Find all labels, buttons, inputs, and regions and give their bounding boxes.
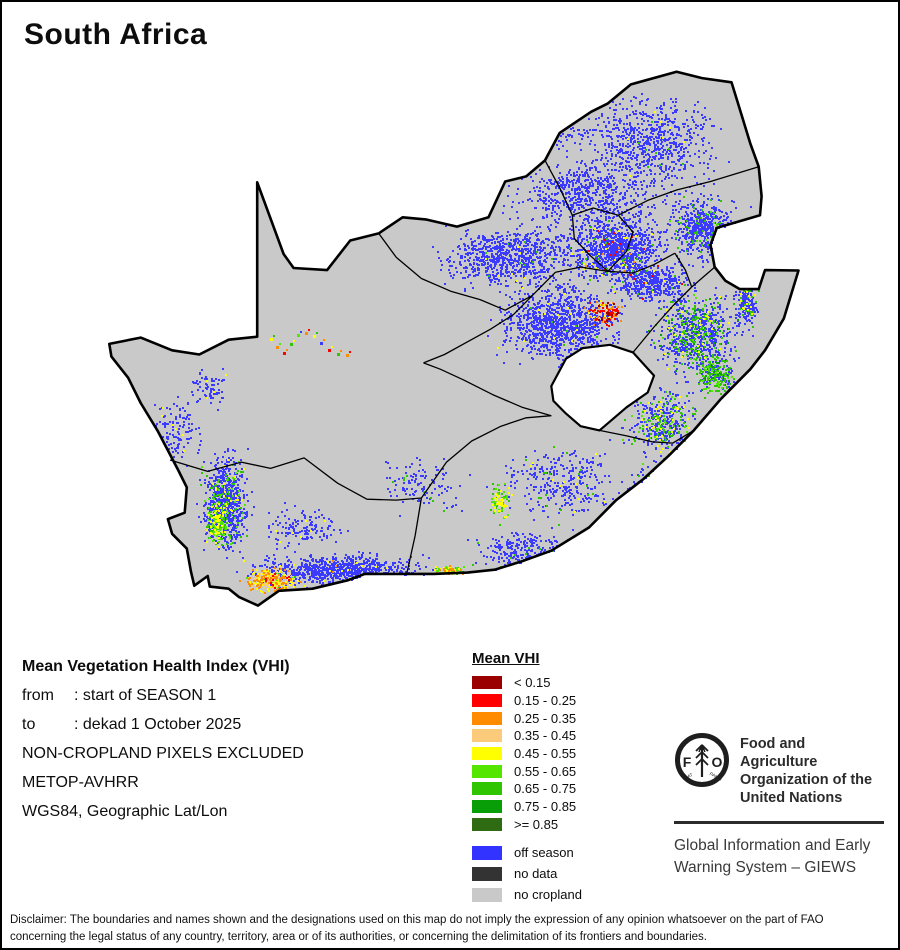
disclaimer-line: Disclaimer: The boundaries and names sho… bbox=[10, 914, 824, 926]
legend-row: 0.35 - 0.45 bbox=[472, 727, 582, 745]
svg-text:O: O bbox=[712, 754, 723, 770]
info-row-value: NON-CROPLAND PIXELS EXCLUDED bbox=[22, 745, 304, 762]
legend-label: no data bbox=[514, 866, 558, 882]
legend-label: 0.55 - 0.65 bbox=[514, 763, 577, 779]
info-title: Mean Vegetation Health Index (VHI) bbox=[22, 658, 290, 675]
info-row-value: WGS84, Geographic Lat/Lon bbox=[22, 803, 228, 820]
page-title: South Africa bbox=[24, 18, 208, 51]
legend-extra-classes: off season no data no cropland bbox=[472, 842, 582, 905]
info-row: NON-CROPLAND PIXELS EXCLUDED bbox=[22, 739, 304, 768]
legend-row: < 0.15 bbox=[472, 674, 582, 692]
legend-label: >= 0.85 bbox=[514, 816, 559, 832]
fao-org-line: Organization of the bbox=[739, 772, 873, 788]
legend-label: < 0.15 bbox=[514, 675, 551, 691]
disclaimer-line: concerning the legal status of any count… bbox=[10, 930, 707, 943]
info-rows: from : start of SEASON 1 to : dekad 1 Octob… bbox=[22, 681, 304, 826]
info-row: METOP-AVHRR bbox=[22, 768, 304, 797]
svg-text:PANIS: PANIS bbox=[709, 771, 723, 782]
legend-label: no cropland bbox=[514, 887, 582, 903]
legend-swatch bbox=[472, 845, 502, 860]
svg-text:F: F bbox=[683, 754, 692, 770]
map-info-block: Mean Vegetation Health Index (VHI) from:… bbox=[22, 652, 304, 826]
info-row-label: from bbox=[22, 687, 54, 704]
legend-title: Mean VHI bbox=[472, 650, 540, 667]
legend-swatch bbox=[472, 782, 502, 796]
legend-row: 0.55 - 0.65 bbox=[472, 762, 582, 780]
legend-label: 0.35 - 0.45 bbox=[514, 728, 577, 744]
legend-swatch bbox=[472, 817, 502, 831]
legend-row: no data bbox=[472, 863, 582, 884]
fao-org-name: Food and Agriculture Organization of the U… bbox=[740, 735, 886, 807]
disclaimer-text: Disclaimer: The boundaries and names sho… bbox=[10, 912, 896, 945]
fao-block: AFOFIATPANIS Food and AgricultureOrganiz… bbox=[674, 732, 886, 879]
giews-line: Global Information and Early bbox=[674, 836, 871, 854]
fao-divider bbox=[674, 821, 884, 824]
info-row-label: to bbox=[22, 716, 36, 733]
info-row: from : start of SEASON 1 bbox=[22, 681, 304, 710]
fao-org-line: United Nations bbox=[739, 790, 843, 806]
svg-text:FIAT: FIAT bbox=[683, 772, 694, 781]
legend-swatch bbox=[472, 764, 502, 778]
legend-swatch bbox=[472, 676, 502, 690]
legend-swatch bbox=[472, 694, 502, 708]
info-row: WGS84, Geographic Lat/Lon bbox=[22, 797, 304, 826]
legend-row: 0.15 - 0.25 bbox=[472, 692, 582, 710]
vhi-legend: Mean VHI < 0.15 0.15 - 0.25 0.25 - 0.35 0.3… bbox=[472, 650, 582, 905]
legend-row: 0.25 - 0.35 bbox=[472, 709, 582, 727]
fao-org-line: Food and Agriculture bbox=[739, 736, 818, 770]
legend-row: off season bbox=[472, 842, 582, 863]
info-row-value: : dekad 1 October 2025 bbox=[74, 716, 242, 733]
south-africa-vhi-map bbox=[108, 70, 800, 607]
fao-header: AFOFIATPANIS Food and AgricultureOrganiz… bbox=[674, 732, 886, 807]
legend-label: off season bbox=[514, 845, 574, 861]
legend-label: 0.75 - 0.85 bbox=[514, 799, 577, 815]
legend-label: 0.65 - 0.75 bbox=[514, 781, 577, 797]
fao-logo-icon: AFOFIATPANIS bbox=[674, 733, 729, 787]
legend-swatch bbox=[472, 887, 502, 902]
giews-line: Warning System – GIEWS bbox=[674, 858, 857, 876]
legend-swatch bbox=[472, 800, 502, 814]
legend-swatch bbox=[472, 866, 502, 881]
legend-row: >= 0.85 bbox=[472, 816, 582, 834]
legend-label: 0.15 - 0.25 bbox=[514, 693, 577, 709]
legend-swatch bbox=[472, 747, 502, 761]
info-row: to : dekad 1 October 2025 bbox=[22, 710, 304, 739]
legend-row: 0.75 - 0.85 bbox=[472, 798, 582, 816]
legend-label: 0.25 - 0.35 bbox=[514, 710, 577, 726]
giews-label: Global Information and Early Warning Syst… bbox=[674, 835, 886, 879]
legend-row: 0.45 - 0.55 bbox=[472, 745, 582, 763]
legend-row: no cropland bbox=[472, 884, 582, 905]
legend-classes: < 0.15 0.15 - 0.25 0.25 - 0.35 0.35 - 0.45 0… bbox=[472, 674, 582, 833]
legend-swatch bbox=[472, 711, 502, 725]
legend-swatch bbox=[472, 729, 502, 743]
legend-label: 0.45 - 0.55 bbox=[514, 746, 577, 762]
info-row-value: : start of SEASON 1 bbox=[74, 687, 217, 704]
legend-row: 0.65 - 0.75 bbox=[472, 780, 582, 798]
info-row-value: METOP-AVHRR bbox=[22, 774, 139, 791]
